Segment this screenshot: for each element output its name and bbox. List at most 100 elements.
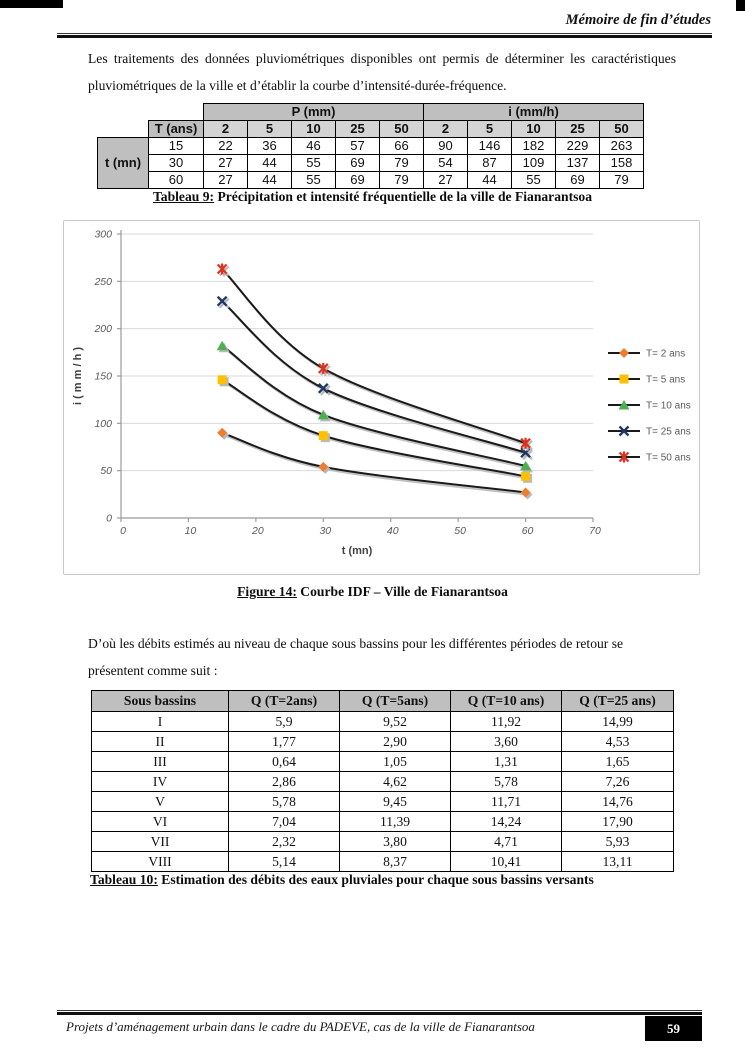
table-cell: 2,90 <box>339 731 451 752</box>
page-header-title: Mémoire de fin d’études <box>565 12 711 28</box>
table-cell: 146 <box>467 137 512 155</box>
table-cell: 2,86 <box>228 771 340 792</box>
table9-caption: Tableau 9: Précipitation et intensité fr… <box>0 189 745 205</box>
row-header: 15 <box>148 137 204 155</box>
table-cell: II <box>91 731 229 752</box>
column-header: 2 <box>203 120 248 138</box>
column-header: Q (T=25 ans) <box>561 690 674 712</box>
table-row: III 0,64 1,05 1,31 1,65 <box>91 751 674 772</box>
table-cell: III <box>91 751 229 772</box>
table-row: I 5,9 9,52 11,92 14,99 <box>91 711 674 732</box>
column-header: Sous bassins <box>91 690 229 712</box>
table-row: P (mm) i (mm/h) <box>98 103 644 121</box>
table-cell: 11,92 <box>450 711 562 732</box>
y-tick-label: 150 <box>94 371 112 383</box>
table-row: VI 7,04 11,39 14,24 17,90 <box>91 811 674 832</box>
table-cell: 8,37 <box>339 851 451 872</box>
header-rule <box>57 33 712 38</box>
table-cell: 5,93 <box>561 831 674 852</box>
table-cell: 27 <box>203 171 248 189</box>
table10-caption-text: Estimation des débits des eaux pluviales… <box>157 872 594 887</box>
table-cell: 13,11 <box>561 851 674 872</box>
table-cell: 57 <box>335 137 380 155</box>
page-number-badge: 59 <box>645 1016 702 1041</box>
legend-label: T= 2 ans <box>646 349 685 360</box>
table-row: VIII 5,14 8,37 10,41 13,11 <box>91 851 674 872</box>
column-header: 10 <box>291 120 336 138</box>
idf-chart: 0 50 100 150 200 250 300 0 10 20 30 40 50 60 70 t (mn) i… <box>63 220 700 575</box>
legend-label: T= 25 ans <box>646 427 691 438</box>
column-header: Q (T=5ans) <box>339 690 451 712</box>
table-cell: 3,60 <box>450 731 562 752</box>
table-cell: 79 <box>379 171 424 189</box>
paragraph-intro: Les traitements des données pluviométriq… <box>88 51 676 93</box>
y-tick-label: 200 <box>93 323 112 335</box>
x-tick-label: 60 <box>522 525 534 537</box>
table-cell: 4,71 <box>450 831 562 852</box>
idf-chart-svg: 0 50 100 150 200 250 300 0 10 20 30 40 50 60 70 t (mn) i… <box>72 229 691 558</box>
y-tick-label: 50 <box>100 465 112 477</box>
column-header: 25 <box>335 120 380 138</box>
column-group-header: P (mm) <box>203 103 424 121</box>
x-tick-label: 20 <box>251 525 264 537</box>
x-tick-label: 30 <box>319 525 331 537</box>
column-header: 10 <box>511 120 556 138</box>
table-cell: 36 <box>247 137 292 155</box>
table-cell: 44 <box>467 171 512 189</box>
footer-text: Projets d’aménagement urbain dans le cad… <box>66 1019 535 1034</box>
table-cell: 66 <box>379 137 424 155</box>
paragraph-debits: D’où les débits estimés au niveau de cha… <box>88 636 624 678</box>
column-header: 25 <box>555 120 600 138</box>
table-cell: 109 <box>511 154 556 172</box>
corner-header: T (ans) <box>148 120 204 138</box>
x-tick-label: 70 <box>589 525 601 537</box>
column-header: Q (T=10 ans) <box>450 690 562 712</box>
table-cell: 0,64 <box>228 751 340 772</box>
table-cell: 79 <box>379 154 424 172</box>
table-cell: 44 <box>247 154 292 172</box>
table10-caption-label: Tableau 10: <box>90 872 158 887</box>
legend-label: T= 5 ans <box>646 375 685 386</box>
table-cell: 4,53 <box>561 731 674 752</box>
table-cell: 17,90 <box>561 811 674 832</box>
column-header: 50 <box>379 120 424 138</box>
x-tick-label: 10 <box>185 525 197 537</box>
table-cell: 2,32 <box>228 831 340 852</box>
x-axis-title: t (mn) <box>342 545 373 557</box>
column-header: 2 <box>423 120 468 138</box>
table-cell: 69 <box>335 154 380 172</box>
table-cell: 69 <box>555 171 600 189</box>
table-cell: 3,80 <box>339 831 451 852</box>
table-cell: 11,71 <box>450 791 562 812</box>
table-row: VII 2,32 3,80 4,71 5,93 <box>91 831 674 852</box>
y-tick-label: 300 <box>94 229 112 241</box>
table-cell: 46 <box>291 137 336 155</box>
x-tick-label: 50 <box>454 525 466 537</box>
table-cell: 1,65 <box>561 751 674 772</box>
table-cell: V <box>91 791 229 812</box>
table-cell: 27 <box>203 154 248 172</box>
table-row: T (ans) 2 5 10 25 50 2 5 10 25 50 <box>98 120 644 138</box>
table-row: t (mn) 15 22 36 46 57 66 90 146 182 229 263 <box>97 137 644 189</box>
table-cell: 22 <box>203 137 248 155</box>
table-cell: I <box>91 711 229 732</box>
table-row: 30 27 44 55 69 79 54 87 109 137 158 <box>98 154 644 172</box>
legend-label: T= 10 ans <box>646 401 691 412</box>
row-header: 30 <box>148 154 204 172</box>
x-tick-label: 0 <box>120 525 126 537</box>
column-header: 5 <box>247 120 292 138</box>
y-tick-label: 0 <box>106 513 112 525</box>
table-cell: 9,52 <box>339 711 451 732</box>
table-cell: 90 <box>423 137 468 155</box>
table-row: V 5,78 9,45 11,71 14,76 <box>91 791 674 812</box>
y-tick-label: 250 <box>93 276 112 288</box>
table-cell: 5,14 <box>228 851 340 872</box>
table-cell: 4,62 <box>339 771 451 792</box>
table-precipitation-intensite: P (mm) i (mm/h) T (ans) 2 5 10 25 50 2 5 10 25 50 t (… <box>97 103 644 189</box>
table-spacer <box>98 121 149 138</box>
table-cell: 158 <box>599 154 644 172</box>
table-cell: 55 <box>291 171 336 189</box>
table-cell: VII <box>91 831 229 852</box>
y-axis-title: i ( m m / h ) <box>72 347 84 405</box>
table-cell: 14,76 <box>561 791 674 812</box>
